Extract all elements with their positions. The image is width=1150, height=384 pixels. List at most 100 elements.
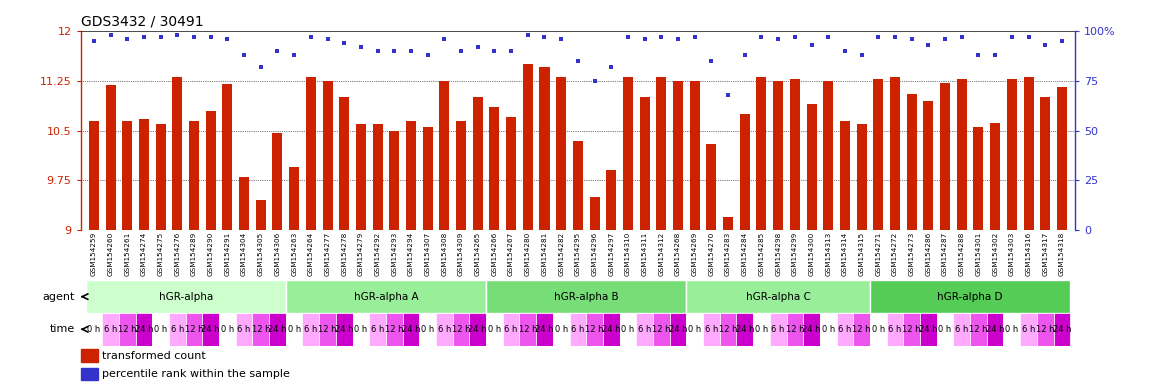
Bar (152, 313, 169, 346)
Point (886, 34, 904, 40)
Bar (1024, 77, 1034, 230)
Point (685, 34, 704, 40)
Bar (1057, 87, 1067, 230)
Bar (239, 177, 250, 230)
Bar (720, 313, 736, 346)
Text: 6 h: 6 h (954, 325, 968, 334)
Bar (687, 280, 869, 313)
Bar (890, 77, 900, 230)
Bar (957, 79, 967, 230)
Bar (590, 197, 599, 230)
Point (385, 48, 404, 54)
Text: 12 h: 12 h (719, 325, 737, 334)
Text: agent: agent (43, 291, 75, 302)
Bar (306, 77, 316, 230)
Text: 12 h: 12 h (585, 325, 604, 334)
Text: 0 h: 0 h (154, 325, 167, 334)
Text: 6 h: 6 h (838, 325, 852, 334)
Bar (89, 121, 99, 230)
Point (435, 36, 453, 42)
Text: GDS3432 / 30491: GDS3432 / 30491 (81, 14, 204, 28)
Text: hGR-alpha D: hGR-alpha D (937, 291, 1003, 302)
Bar (803, 313, 820, 346)
Text: 0 h: 0 h (554, 325, 568, 334)
Bar (586, 313, 603, 346)
Point (986, 51, 1004, 58)
Bar (739, 114, 750, 230)
Bar (420, 313, 436, 346)
Text: 12 h: 12 h (385, 325, 404, 334)
Bar (557, 77, 566, 230)
Text: 0 h: 0 h (872, 325, 886, 334)
Bar (189, 121, 199, 230)
Text: 6 h: 6 h (371, 325, 384, 334)
Point (919, 41, 937, 48)
Point (319, 36, 337, 42)
Text: 0 h: 0 h (288, 325, 301, 334)
Text: 0 h: 0 h (821, 325, 835, 334)
Bar (920, 313, 937, 346)
Bar (873, 79, 883, 230)
Bar (1041, 97, 1050, 230)
Bar (106, 85, 115, 230)
Bar (423, 127, 432, 230)
Text: 24 h: 24 h (601, 325, 621, 334)
Point (785, 34, 804, 40)
Bar (820, 313, 836, 346)
Text: hGR-alpha B: hGR-alpha B (554, 291, 619, 302)
Bar (953, 313, 971, 346)
Bar (603, 313, 620, 346)
Bar (85, 280, 286, 313)
Bar (155, 124, 166, 230)
Text: transformed count: transformed count (102, 351, 206, 361)
Point (819, 34, 837, 40)
Text: 12 h: 12 h (785, 325, 804, 334)
Point (535, 34, 553, 40)
Bar (102, 313, 118, 346)
Bar (653, 313, 669, 346)
Bar (690, 81, 699, 230)
Bar (236, 313, 252, 346)
Bar (787, 313, 803, 346)
Point (852, 51, 871, 58)
Point (335, 40, 353, 46)
Text: 0 h: 0 h (354, 325, 368, 334)
Bar (286, 280, 486, 313)
Text: 6 h: 6 h (1022, 325, 1035, 334)
Bar (937, 313, 953, 346)
Point (118, 36, 137, 42)
Text: 0 h: 0 h (754, 325, 768, 334)
Text: 24 h: 24 h (135, 325, 153, 334)
Bar (853, 313, 869, 346)
Bar (869, 280, 1071, 313)
Bar (373, 124, 383, 230)
Point (135, 34, 153, 40)
Bar (736, 313, 753, 346)
Point (285, 51, 304, 58)
Bar (353, 313, 369, 346)
Bar (255, 200, 266, 230)
Bar (639, 97, 650, 230)
Point (85, 38, 104, 44)
Text: 6 h: 6 h (170, 325, 184, 334)
Text: 12 h: 12 h (519, 325, 537, 334)
Bar (81, 368, 99, 380)
Bar (606, 170, 616, 230)
Bar (218, 313, 236, 346)
Bar (289, 167, 299, 230)
Bar (553, 313, 569, 346)
Point (803, 41, 821, 48)
Point (235, 51, 253, 58)
Text: 12 h: 12 h (185, 325, 204, 334)
Text: 12 h: 12 h (319, 325, 337, 334)
Bar (136, 313, 152, 346)
Text: 12 h: 12 h (452, 325, 470, 334)
Text: 12 h: 12 h (652, 325, 670, 334)
Bar (269, 313, 286, 346)
Bar (402, 313, 420, 346)
Bar (1004, 313, 1020, 346)
Point (669, 36, 688, 42)
Text: 6 h: 6 h (104, 325, 117, 334)
Text: 0 h: 0 h (621, 325, 635, 334)
Point (1003, 34, 1021, 40)
